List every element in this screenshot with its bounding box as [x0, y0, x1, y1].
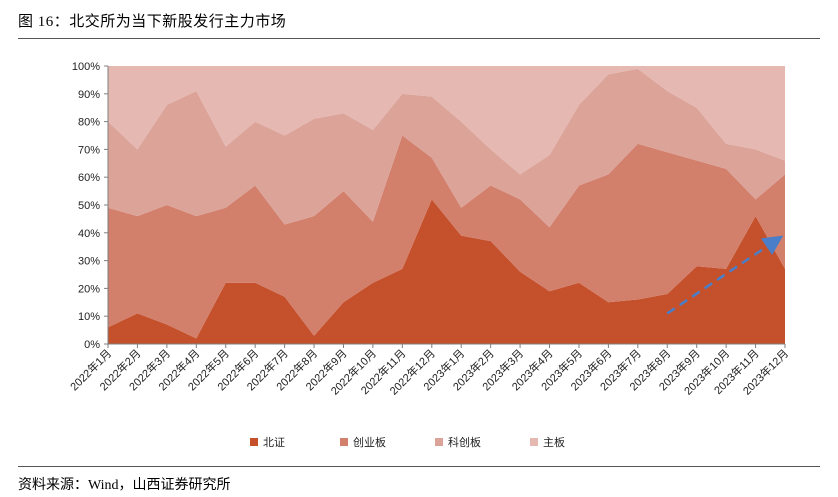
- legend-label-3: 科创板: [448, 435, 481, 449]
- y-tick-label: 80%: [78, 117, 100, 129]
- chart-title: 图 16：北交所为当下新股发行主力市场: [18, 14, 287, 30]
- legend-swatch-4: [530, 438, 538, 446]
- footer-divider: [18, 466, 820, 467]
- legend-label-2: 创业板: [353, 435, 386, 449]
- source-note: 资料来源：Wind，山西证券研究所: [18, 478, 231, 493]
- y-tick-label: 40%: [78, 228, 100, 240]
- area-series-4: [108, 66, 785, 175]
- y-tick-label: 30%: [78, 256, 100, 268]
- legend-swatch-3: [435, 438, 443, 446]
- y-tick-label: 100%: [72, 61, 100, 73]
- y-tick-label: 50%: [78, 200, 100, 212]
- legend-label-4: 主板: [543, 435, 565, 449]
- area-series-3: [108, 68, 785, 228]
- stacked-area-chart: 0%10%20%30%40%50%60%70%80%90%100%2022年1月…: [67, 61, 791, 449]
- legend-swatch-1: [250, 438, 258, 446]
- y-tick-label: 70%: [78, 144, 100, 156]
- y-tick-label: 0%: [84, 339, 100, 351]
- area-series-2: [108, 135, 785, 339]
- legend-swatch-2: [340, 438, 348, 446]
- y-tick-label: 20%: [78, 283, 100, 295]
- trend-arrow: [666, 235, 784, 315]
- title-divider: [18, 38, 820, 39]
- y-tick-label: 10%: [78, 311, 100, 323]
- y-tick-label: 60%: [78, 172, 100, 184]
- legend-label-1: 北证: [263, 436, 285, 449]
- y-tick-label: 90%: [78, 89, 100, 101]
- area-series-1: [108, 199, 785, 344]
